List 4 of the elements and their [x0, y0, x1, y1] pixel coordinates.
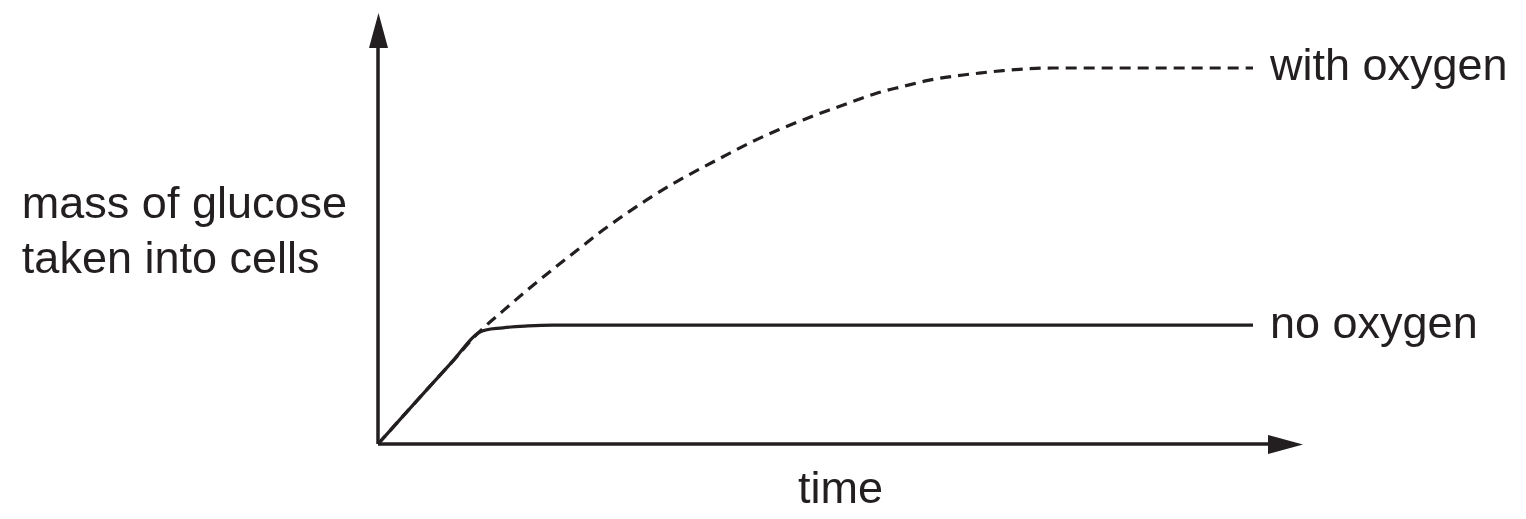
- y-axis-title: mass of glucose taken into cells: [21, 177, 347, 283]
- series-label: no oxygen: [1270, 296, 1478, 348]
- series-label: with oxygen: [1269, 39, 1508, 91]
- x-axis-title: time: [797, 462, 884, 513]
